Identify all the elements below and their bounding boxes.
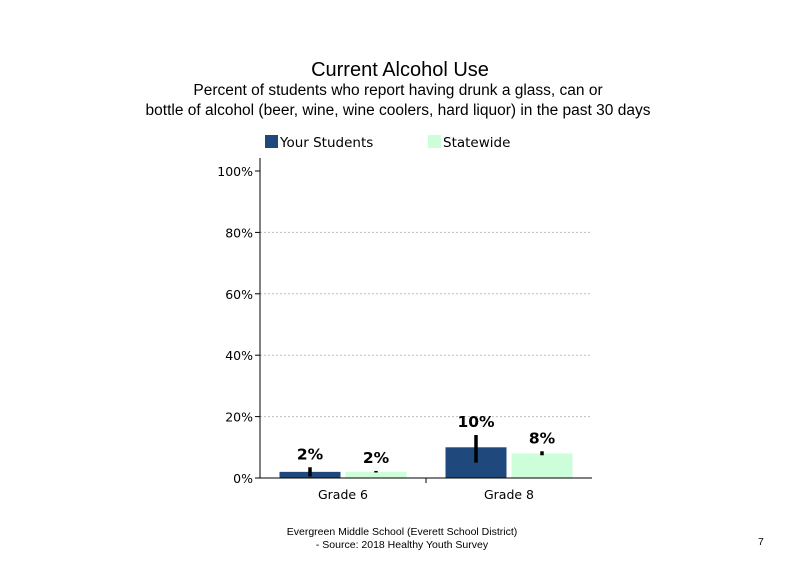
data-label-your-students-grade-6: 2% [297,445,324,463]
chart-subtitle-line-2: bottle of alcohol (beer, wine, wine cool… [145,102,651,119]
footer-source-survey: - Source: 2018 Healthy Youth Survey [315,539,489,551]
x-category-label-grade-6: Grade 6 [318,487,368,502]
legend-swatch-statewide [428,135,441,148]
chart-subtitle-line-1: Percent of students who report having dr… [193,82,603,99]
y-tick-label-0: 0% [233,471,253,486]
legend: Your Students Statewide [265,135,510,151]
data-label-statewide-grade-6: 2% [363,449,390,467]
legend-swatch-your-students [265,135,278,148]
data-label-your-students-grade-8: 10% [457,413,495,431]
y-tick-label-40: 40% [225,348,253,363]
y-tick-label-60: 60% [225,287,253,302]
legend-label-statewide: Statewide [443,135,510,151]
bar-statewide-grade-6 [345,471,407,478]
footer-source-school: Evergreen Middle School (Everett School … [286,526,518,538]
legend-label-your-students: Your Students [279,135,373,151]
page-number: 7 [758,536,764,548]
x-category-label-grade-8: Grade 8 [484,487,534,502]
bar-statewide-grade-8 [511,453,573,478]
y-tick-label-20: 20% [225,410,253,425]
y-tick-label-100: 100% [217,164,253,179]
chart-title: Current Alcohol Use [311,59,489,81]
y-tick-label-80: 80% [225,225,253,240]
data-label-statewide-grade-8: 8% [529,429,556,447]
